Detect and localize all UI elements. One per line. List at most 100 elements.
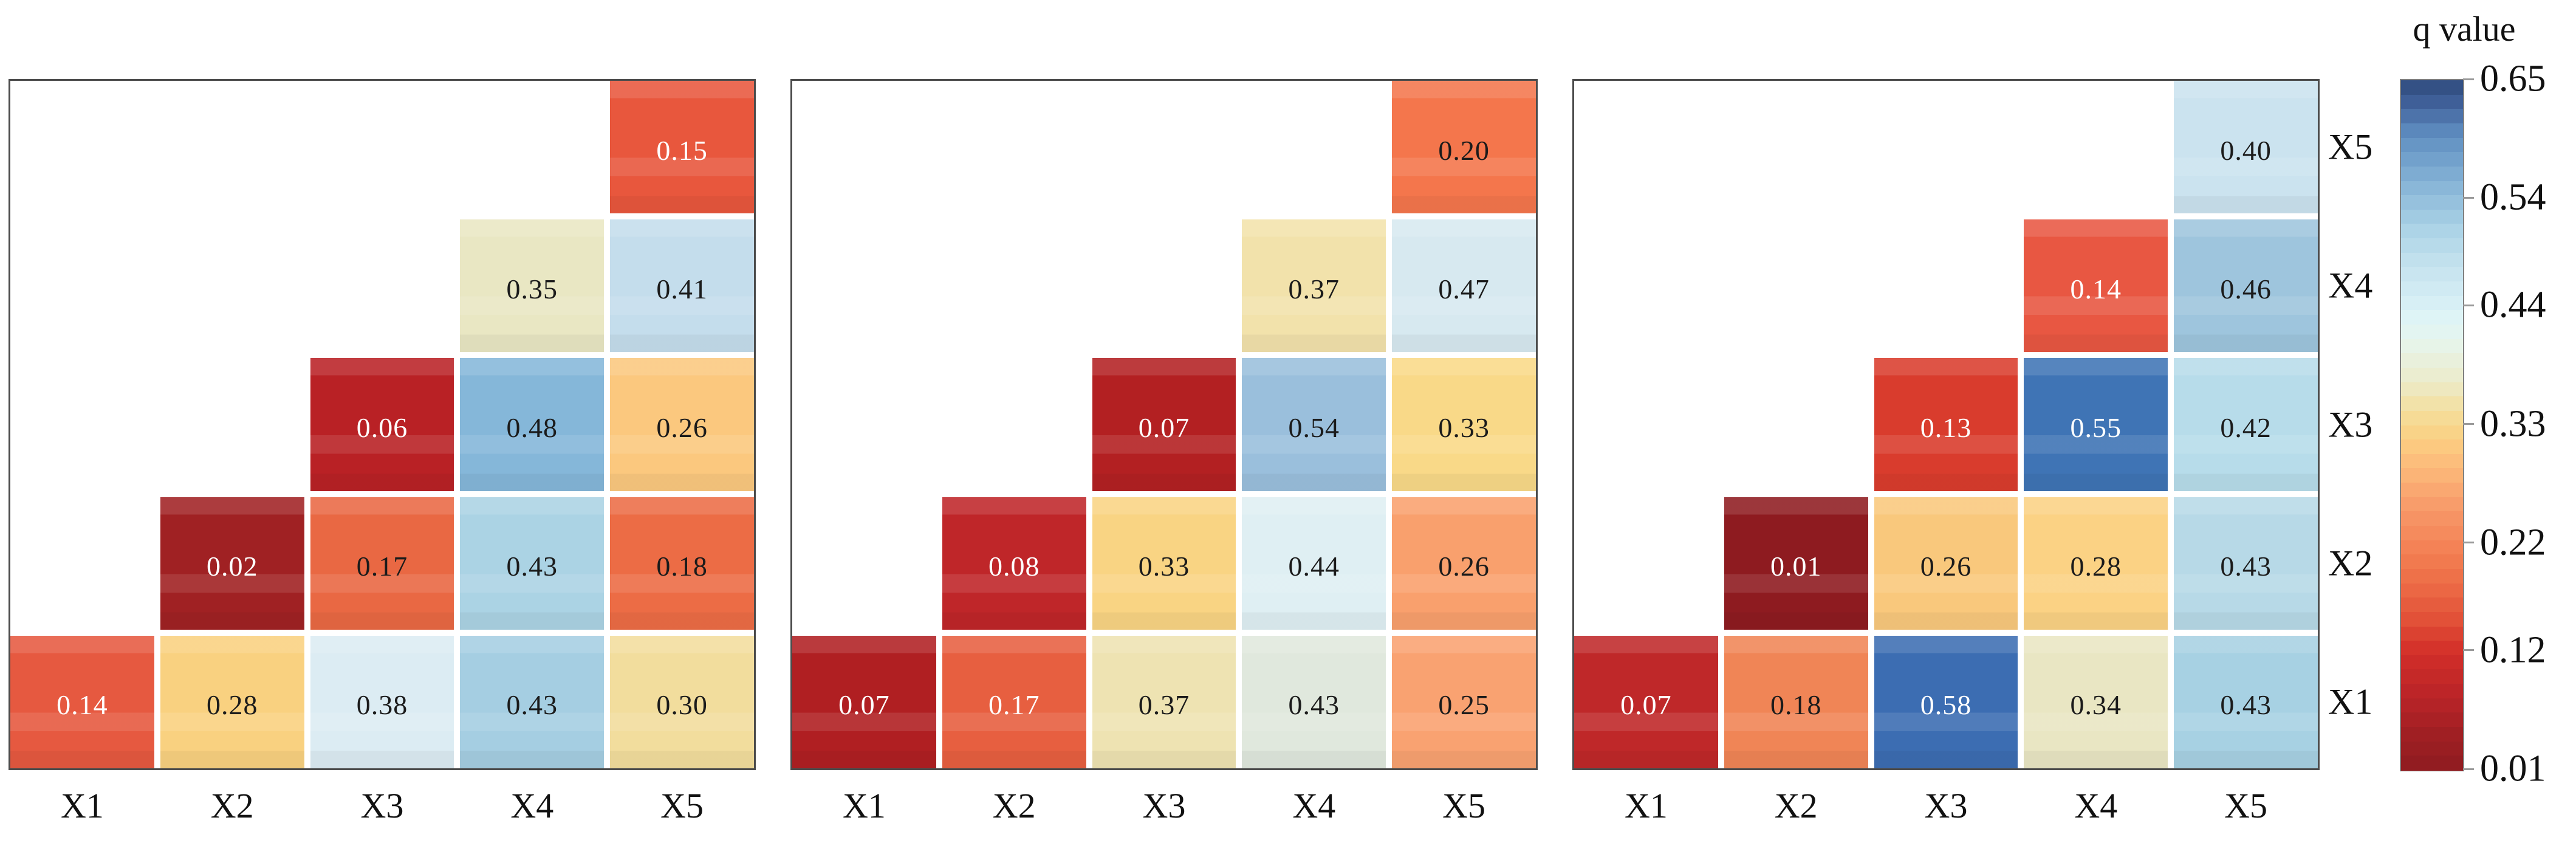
cell-value-label: 0.47 bbox=[1438, 273, 1490, 305]
colorbar-gradient bbox=[2400, 79, 2464, 771]
colorbar-segment bbox=[2401, 712, 2463, 728]
colorbar-segment bbox=[2401, 540, 2463, 555]
cell-value-label: 0.30 bbox=[656, 689, 708, 721]
heatmap-cell-X3-X3: 0.06 bbox=[310, 358, 454, 491]
x-tick-label-X1: X1 bbox=[842, 786, 886, 825]
cell-value-label: 0.14 bbox=[57, 689, 108, 721]
heatmap-cell-X1-X5: 0.43 bbox=[2174, 635, 2318, 769]
colorbar-segment bbox=[2401, 641, 2463, 656]
heatmap-cell-X1-X5: 0.25 bbox=[1392, 635, 1536, 769]
cell-value-label: 0.48 bbox=[506, 412, 558, 443]
cell-value-label: 0.34 bbox=[2070, 689, 2122, 721]
y-tick-label-X1: X1 bbox=[2328, 681, 2373, 722]
colorbar-tick-mark bbox=[2463, 196, 2474, 199]
cell-value-label: 0.28 bbox=[2070, 551, 2122, 582]
cell-value-label: 0.14 bbox=[2070, 273, 2122, 305]
heatmap-cell-X2-X5: 0.26 bbox=[1392, 497, 1536, 630]
heatmap-cell-X3-X4: 0.48 bbox=[460, 358, 605, 491]
x-tick-label-X1: X1 bbox=[60, 786, 104, 825]
colorbar-tick-label-0.12: 0.12 bbox=[2480, 629, 2546, 671]
colorbar-tick-label-0.01: 0.01 bbox=[2480, 748, 2546, 790]
colorbar-segment bbox=[2401, 741, 2463, 756]
colorbar-tick-mark bbox=[2463, 768, 2474, 770]
cell-value-label: 0.07 bbox=[838, 689, 890, 721]
x-tick-label-X2: X2 bbox=[210, 786, 254, 825]
cell-value-label: 0.15 bbox=[656, 134, 708, 166]
colorbar-segment bbox=[2401, 324, 2463, 340]
heatmap-cell-X2-X4: 0.43 bbox=[460, 497, 605, 630]
heatmap-cell-X2-X5: 0.18 bbox=[610, 497, 754, 630]
heatmap-cell-X3-X3: 0.07 bbox=[1092, 358, 1236, 491]
heatmap-cell-X1-X2: 0.18 bbox=[1724, 635, 1868, 769]
colorbar-segment bbox=[2401, 597, 2463, 613]
heatmap-panel-3: 0.40 0.14 0.46 0.13 0.55 0.42 0.01 0.26 0.28 0.43… bbox=[1572, 79, 2320, 770]
colorbar-segment bbox=[2401, 655, 2463, 670]
colorbar-segment bbox=[2401, 483, 2463, 498]
x-tick-label-X4: X4 bbox=[510, 786, 554, 825]
heatmap-cell-X2-X3: 0.17 bbox=[310, 497, 454, 630]
colorbar-segment bbox=[2401, 756, 2463, 771]
x-axis-labels-panel-3: X1 X2 X3 X4 X5 bbox=[1572, 785, 2320, 834]
heatmap-cell-X2-X3: 0.26 bbox=[1874, 497, 2018, 630]
colorbar-tick-label-0.33: 0.33 bbox=[2480, 403, 2546, 444]
cell-value-label: 0.17 bbox=[356, 551, 408, 582]
cell-value-label: 0.06 bbox=[356, 412, 408, 443]
colorbar-segment bbox=[2401, 152, 2463, 167]
cell-value-label: 0.07 bbox=[1620, 689, 1672, 721]
cell-value-label: 0.13 bbox=[1920, 412, 1972, 443]
cell-value-label: 0.41 bbox=[656, 273, 708, 305]
x-tick-label-X3: X3 bbox=[1924, 786, 1968, 825]
cell-value-label: 0.55 bbox=[2070, 412, 2122, 443]
x-tick-label-X5: X5 bbox=[1442, 786, 1486, 825]
heatmap-cell-X3-X4: 0.54 bbox=[1242, 358, 1386, 491]
colorbar-segment bbox=[2401, 554, 2463, 570]
colorbar-segment bbox=[2401, 238, 2463, 253]
colorbar-segment bbox=[2401, 267, 2463, 282]
x-axis-labels-panel-2: X1 X2 X3 X4 X5 bbox=[790, 785, 1538, 834]
heatmap-cell-X1-X3: 0.58 bbox=[1874, 635, 2018, 769]
x-tick-label-X3: X3 bbox=[1142, 786, 1186, 825]
colorbar-segment bbox=[2401, 626, 2463, 641]
heatmap-cell-X4-X5: 0.41 bbox=[610, 219, 754, 353]
y-tick-label-X3: X3 bbox=[2328, 404, 2373, 444]
colorbar-segment bbox=[2401, 684, 2463, 699]
cell-value-label: 0.54 bbox=[1288, 412, 1340, 443]
colorbar-segment bbox=[2401, 439, 2463, 455]
heatmap-cell-X2-X4: 0.44 bbox=[1242, 497, 1386, 630]
cell-value-label: 0.37 bbox=[1138, 689, 1190, 721]
colorbar-segment bbox=[2401, 468, 2463, 483]
cell-value-label: 0.38 bbox=[356, 689, 408, 721]
heatmap-cell-X1-X2: 0.17 bbox=[942, 635, 1086, 769]
colorbar-tick-label-0.65: 0.65 bbox=[2480, 58, 2546, 100]
x-tick-label-X4: X4 bbox=[2074, 786, 2118, 825]
colorbar-segment bbox=[2401, 425, 2463, 440]
cell-value-label: 0.44 bbox=[1288, 551, 1340, 582]
heatmap-cell-X1-X4: 0.34 bbox=[2024, 635, 2168, 769]
colorbar-segment bbox=[2401, 339, 2463, 354]
heatmap-cell-X1-X1: 0.14 bbox=[10, 635, 154, 769]
heatmap-cell-X5-X5: 0.15 bbox=[610, 81, 754, 214]
heatmap-cell-X4-X5: 0.46 bbox=[2174, 219, 2318, 353]
colorbar-tick-mark bbox=[2463, 78, 2474, 80]
colorbar-segment bbox=[2401, 583, 2463, 598]
colorbar-segment bbox=[2401, 281, 2463, 297]
cell-value-label: 0.07 bbox=[1138, 412, 1190, 443]
colorbar-segment bbox=[2401, 252, 2463, 267]
y-tick-label-X2: X2 bbox=[2328, 543, 2373, 584]
colorbar-tick-mark bbox=[2463, 649, 2474, 652]
colorbar-segment bbox=[2401, 526, 2463, 541]
colorbar-tick-mark bbox=[2463, 423, 2474, 425]
cell-value-label: 0.42 bbox=[2220, 412, 2272, 443]
colorbar-segment bbox=[2401, 166, 2463, 182]
colorbar-segment bbox=[2401, 568, 2463, 584]
cell-value-label: 0.43 bbox=[2220, 689, 2272, 721]
colorbar-segment bbox=[2401, 396, 2463, 412]
colorbar-segment bbox=[2401, 195, 2463, 210]
cell-value-label: 0.26 bbox=[656, 412, 708, 443]
heatmap-cell-X4-X4: 0.35 bbox=[460, 219, 605, 353]
heatmap-cell-X4-X4: 0.37 bbox=[1242, 219, 1386, 353]
colorbar-segment bbox=[2401, 224, 2463, 239]
heatmap-cell-X2-X3: 0.33 bbox=[1092, 497, 1236, 630]
cell-value-label: 0.18 bbox=[1770, 689, 1822, 721]
